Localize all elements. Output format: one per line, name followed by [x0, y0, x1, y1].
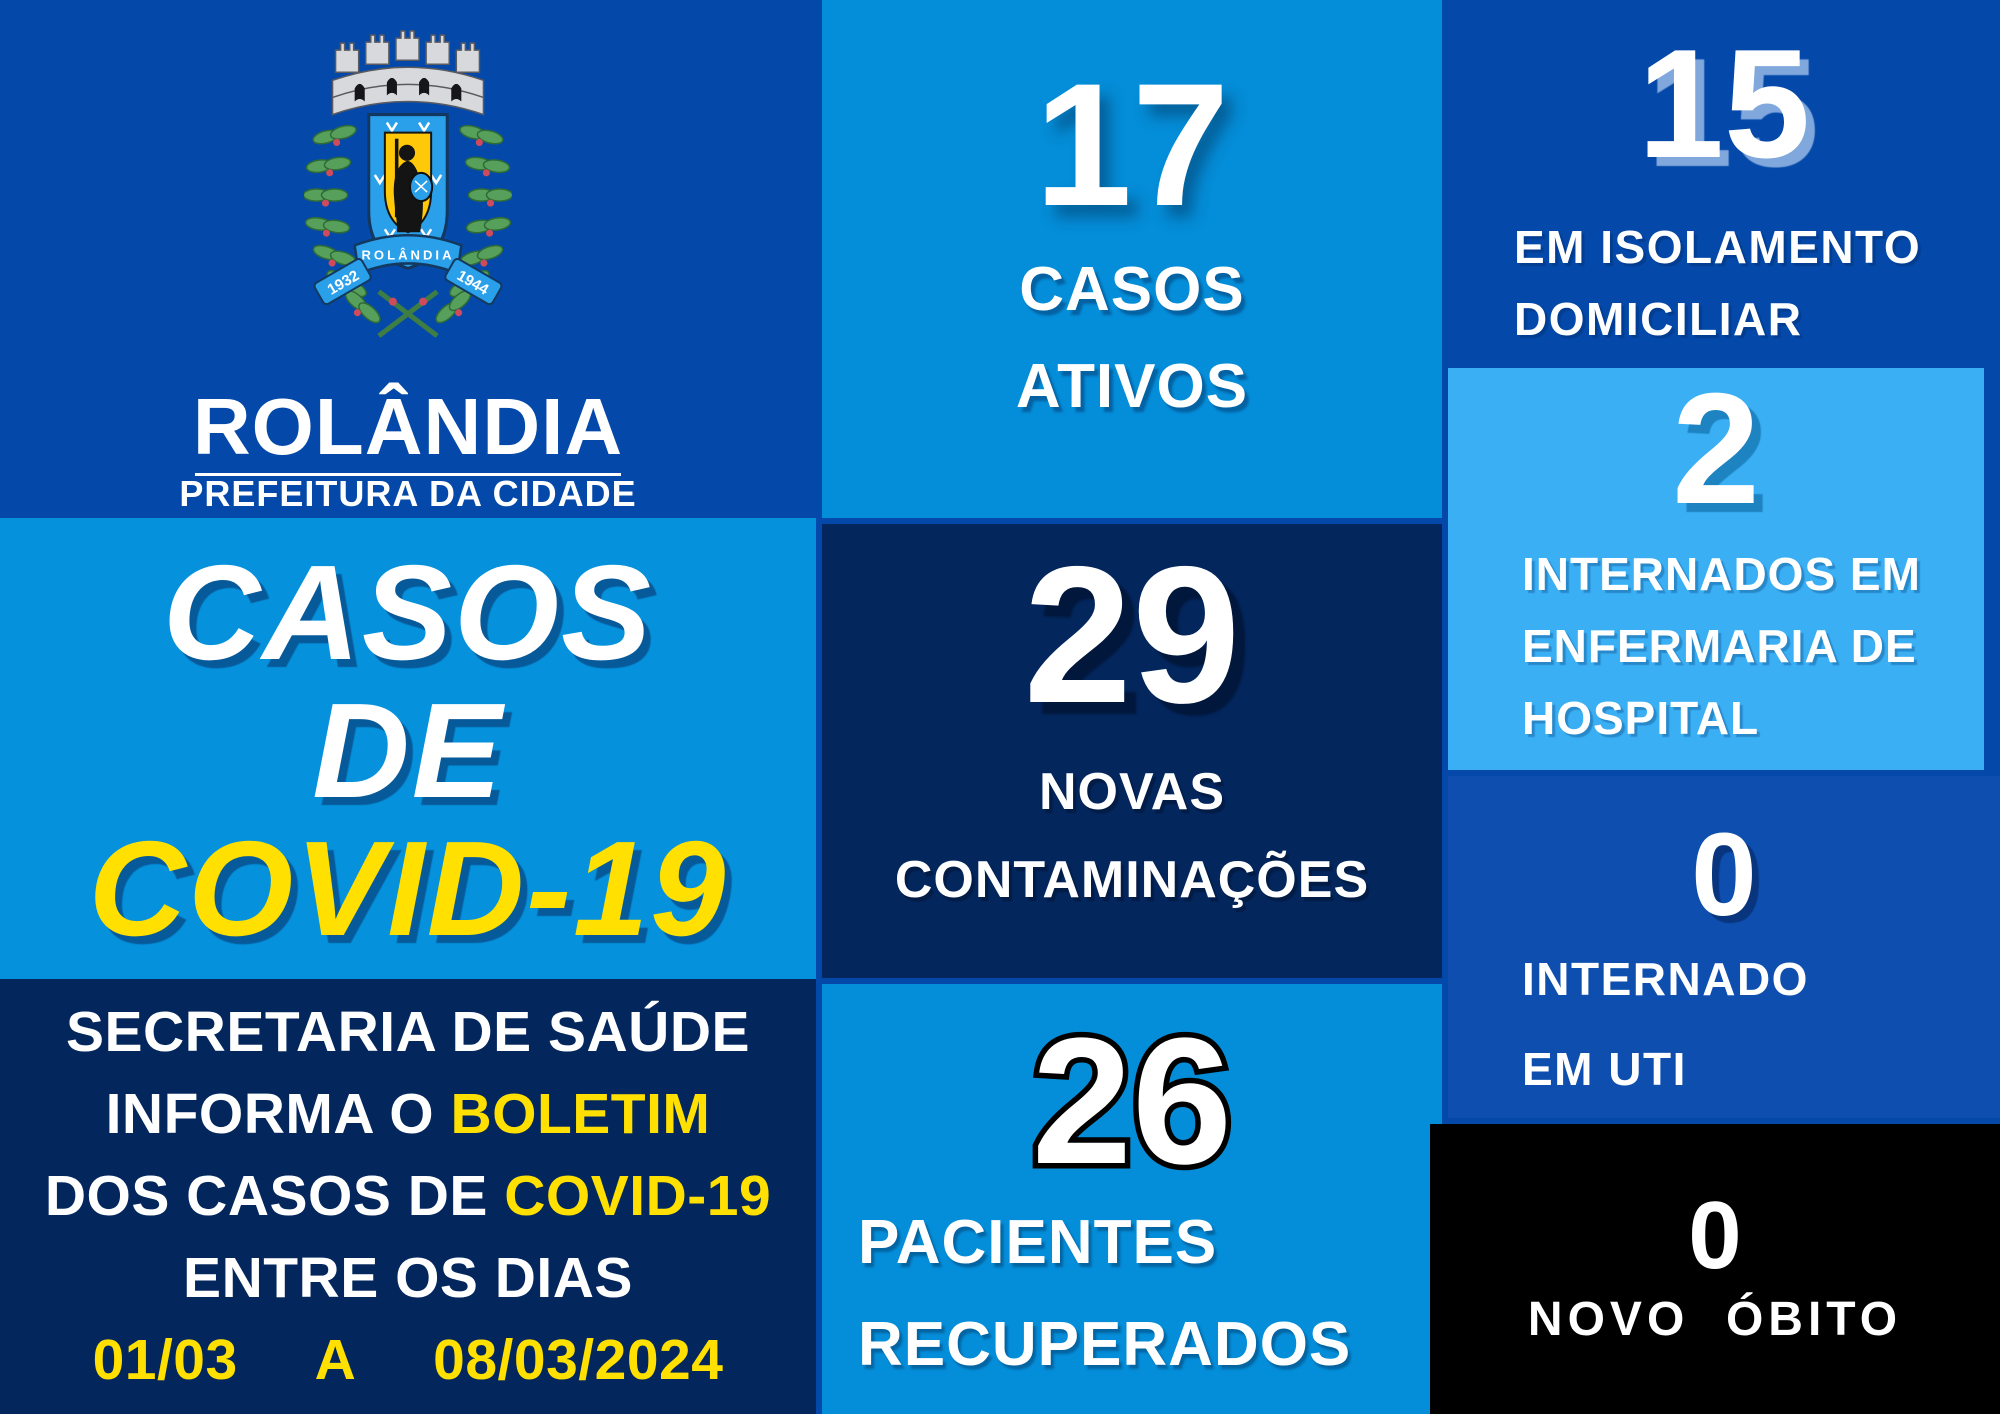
- info-line-1: SECRETARIA DE SAÚDE: [65, 1000, 751, 1064]
- bulletin-info-block: SECRETARIA DE SAÚDE INFORMA O BOLETIM DO…: [0, 979, 816, 1414]
- new-contaminations-labels: NOVAS CONTAMINAÇÕES: [895, 748, 1369, 924]
- title-line-1: CASOS: [162, 537, 654, 688]
- info-line-4: ENTRE OS DIAS: [183, 1246, 633, 1310]
- icu-value: 0: [1691, 809, 1757, 941]
- recovered-patients-value-wrap: 26 26: [1026, 1001, 1237, 1202]
- ward-hospitalized-value: 2: [1672, 361, 1760, 537]
- active-cases-label-1: CASOS: [1019, 255, 1245, 324]
- recovered-patients-labels: PACIENTES RECUPERADOS: [822, 1192, 1442, 1396]
- death-label: NOVO ÓBITO: [1527, 1293, 1903, 1346]
- home-isolation-label-2: DOMICILIAR: [1514, 293, 1803, 345]
- info-line-2-white: INFORMA O: [105, 1082, 451, 1146]
- new-contaminations-value: 29: [1023, 526, 1241, 744]
- death-value: 0: [1688, 1182, 1742, 1289]
- info-line-3-yellow: COVID-19: [504, 1164, 772, 1228]
- new-contaminations-label-1: NOVAS: [1038, 763, 1226, 821]
- city-name: ROLÂNDIA: [192, 382, 624, 471]
- home-isolation-labels: EM ISOLAMENTO DOMICILIAR: [1448, 211, 2000, 355]
- ward-hospitalized-labels: INTERNADOS EM ENFERMARIA DE HOSPITAL: [1448, 538, 1984, 754]
- icu-label-1: INTERNADO: [1522, 953, 1809, 1005]
- ward-hospitalized-label-3: HOSPITAL: [1522, 692, 1760, 744]
- recovered-patients-card: 26 26 PACIENTES RECUPERADOS: [822, 984, 1442, 1414]
- mural-crown: [331, 30, 485, 116]
- info-line-3: DOS CASOS DE COVID-19: [45, 1155, 771, 1237]
- city-header-block: ROLÂNDIA 1932 1944 ROLÂNDIA PREFEITURA D…: [0, 0, 816, 518]
- ward-hospitalized-label-2: ENFERMARIA DE: [1522, 620, 1917, 672]
- icu-card: 0 INTERNADO EM UTI: [1448, 776, 2000, 1118]
- new-contaminations-card: 29 NOVAS CONTAMINAÇÕES: [822, 524, 1442, 978]
- active-cases-labels: CASOS ATIVOS: [1016, 241, 1248, 435]
- info-line-2: INFORMA O BOLETIM: [106, 1073, 711, 1155]
- recovered-patients-value-outline: 26: [1026, 1001, 1237, 1202]
- info-line-3-white: DOS CASOS DE: [44, 1164, 505, 1228]
- banner-city-name: ROLÂNDIA: [361, 247, 454, 262]
- city-subtitle: PREFEITURA DA CIDADE: [179, 473, 637, 514]
- active-cases-card: 17 CASOS ATIVOS: [822, 0, 1442, 518]
- ward-hospitalized-card: 2 INTERNADOS EM ENFERMARIA DE HOSPITAL: [1448, 368, 1984, 770]
- info-line-2-yellow: BOLETIM: [450, 1082, 711, 1146]
- icu-label-2: EM UTI: [1522, 1043, 1687, 1095]
- new-contaminations-label-2: CONTAMINAÇÕES: [894, 851, 1370, 909]
- title-line-2: DE: [312, 675, 504, 826]
- home-isolation-value: 15: [1637, 17, 1811, 190]
- info-date-range: 01/03 A 08/03/2024: [92, 1328, 724, 1392]
- city-coat-of-arms-icon: ROLÂNDIA 1932 1944: [304, 30, 512, 338]
- shield: [367, 113, 449, 271]
- home-isolation-label-1: EM ISOLAMENTO: [1514, 221, 1922, 273]
- covid-title-block: CASOS DE COVID-19: [0, 518, 816, 979]
- city-banner: ROLÂNDIA: [353, 234, 463, 276]
- icu-labels: INTERNADO EM UTI: [1448, 934, 2000, 1114]
- ward-hospitalized-label-1: INTERNADOS EM: [1522, 548, 1921, 600]
- recovered-patients-label-1: PACIENTES: [858, 1208, 1218, 1277]
- city-name-divider: [195, 473, 621, 476]
- active-cases-value: 17: [1034, 48, 1230, 243]
- recovered-patients-label-2: RECUPERADOS: [858, 1310, 1352, 1379]
- death-card: 0 NOVO ÓBITO: [1430, 1124, 2000, 1414]
- recovered-patients-value: 26: [1031, 1001, 1233, 1202]
- title-line-3: COVID-19: [88, 813, 728, 964]
- home-isolation-card: 15 EM ISOLAMENTO DOMICILIAR: [1448, 0, 2000, 362]
- crossed-stems: [377, 289, 439, 338]
- active-cases-label-2: ATIVOS: [1015, 352, 1249, 421]
